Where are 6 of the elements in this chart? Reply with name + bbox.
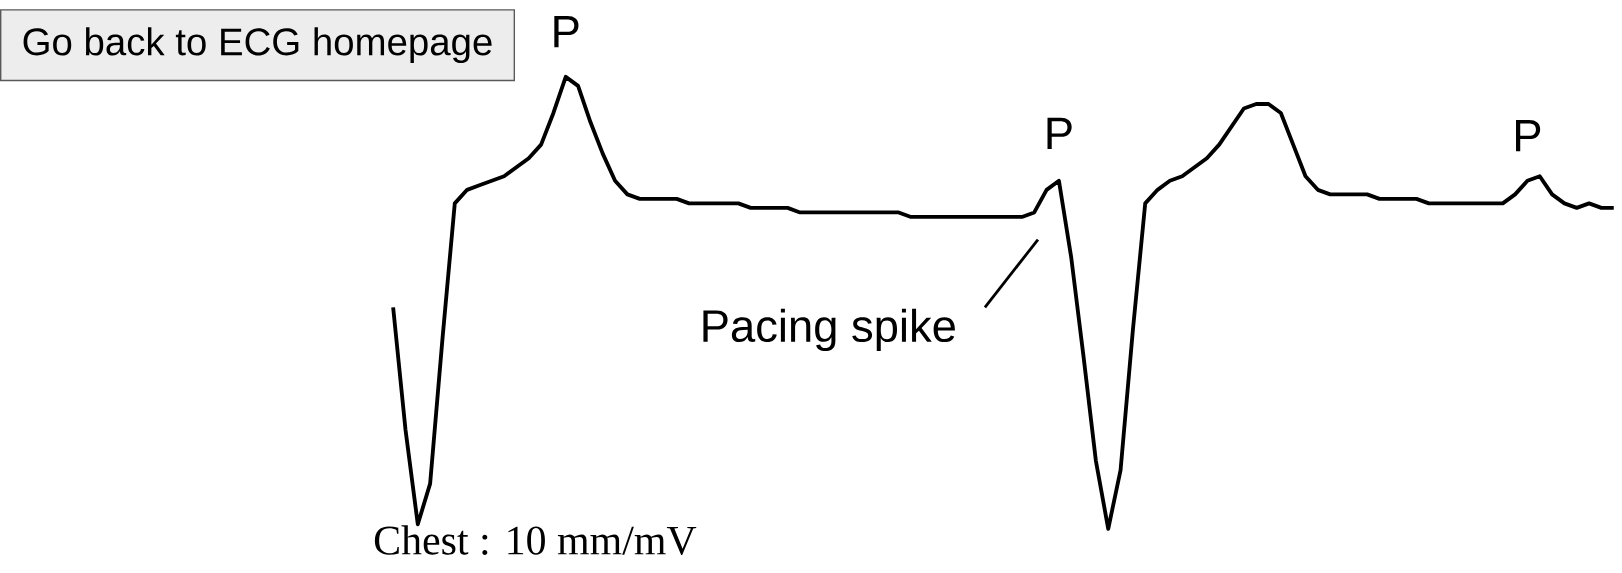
text: Go back to ECG homepage (23, 27, 492, 64)
annotation: P (1047, 117, 1072, 149)
text: P (554, 16, 579, 48)
annotation: Pacing spike (703, 308, 955, 352)
annotation: P (1516, 119, 1541, 152)
annotation: Chest : 10 mm/mV (374, 525, 697, 555)
